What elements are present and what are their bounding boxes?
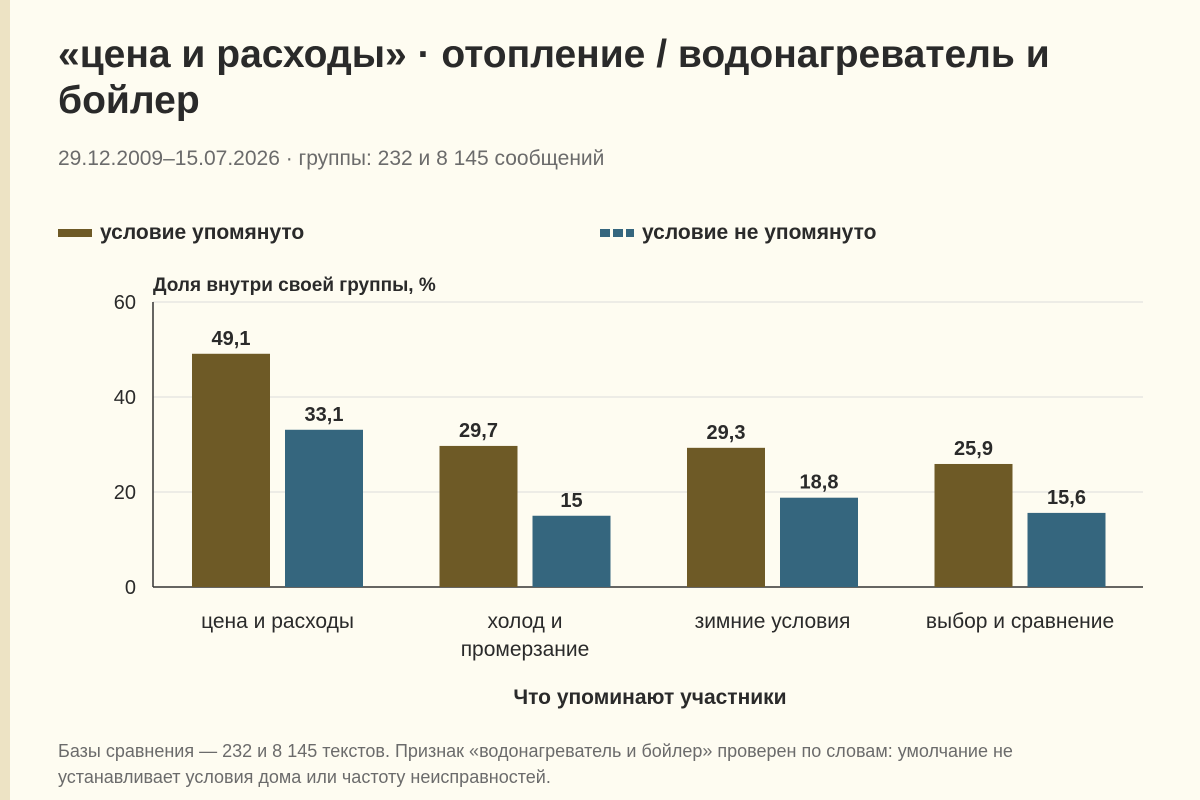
y-axis-label: Доля внутри своей группы, % [153, 275, 436, 296]
legend-item-not-mentioned: условие не упомянуто [600, 219, 876, 247]
chart-subtitle: 29.12.2009–15.07.2026 · группы: 232 и 8 … [58, 147, 605, 170]
data-label: 15 [560, 490, 582, 512]
data-label: 18,8 [800, 472, 839, 494]
x-tick-label: промерзание [461, 638, 590, 661]
data-label: 25,9 [954, 438, 993, 460]
bar [1027, 512, 1106, 587]
y-tick-label: 20 [114, 482, 136, 504]
bar [780, 497, 858, 587]
bar [439, 445, 518, 587]
bar [285, 429, 363, 587]
x-tick-label: выбор и сравнение [926, 610, 1114, 633]
legend-label-mentioned: условие упомянуто [100, 221, 305, 244]
x-tick-label: цена и расходы [201, 610, 354, 633]
bar [192, 353, 270, 587]
left-accent-stripe [0, 0, 10, 800]
data-label: 29,3 [707, 422, 746, 444]
chart-title: «цена и расходы» · отопление / водонагре… [58, 33, 1050, 122]
legend-swatch-mentioned [58, 229, 92, 237]
data-label: 33,1 [305, 404, 344, 426]
data-label: 49,1 [212, 328, 251, 350]
y-tick-label: 60 [114, 292, 136, 314]
legend-swatch-not-mentioned [600, 229, 634, 237]
footnote: Базы сравнения — 232 и 8 145 текстов. Пр… [58, 741, 1013, 787]
bar-chart: 0 20 40 60 Доля внутри своей группы, % 49,1 33… [114, 275, 1143, 661]
x-tick-label: холод и [487, 610, 562, 633]
bar [532, 515, 611, 587]
bar [934, 463, 1013, 587]
bar [687, 447, 765, 587]
y-tick-label: 40 [114, 387, 136, 409]
x-axis-title: Что упоминают участники [513, 686, 787, 709]
data-label: 29,7 [459, 420, 498, 442]
legend-label-not-mentioned: условие не упомянуто [642, 221, 877, 244]
x-tick-label: зимние условия [695, 610, 851, 633]
legend-item-mentioned: условие упомянуто [58, 219, 304, 247]
y-tick-label: 0 [125, 577, 136, 599]
data-label: 15,6 [1047, 487, 1086, 509]
